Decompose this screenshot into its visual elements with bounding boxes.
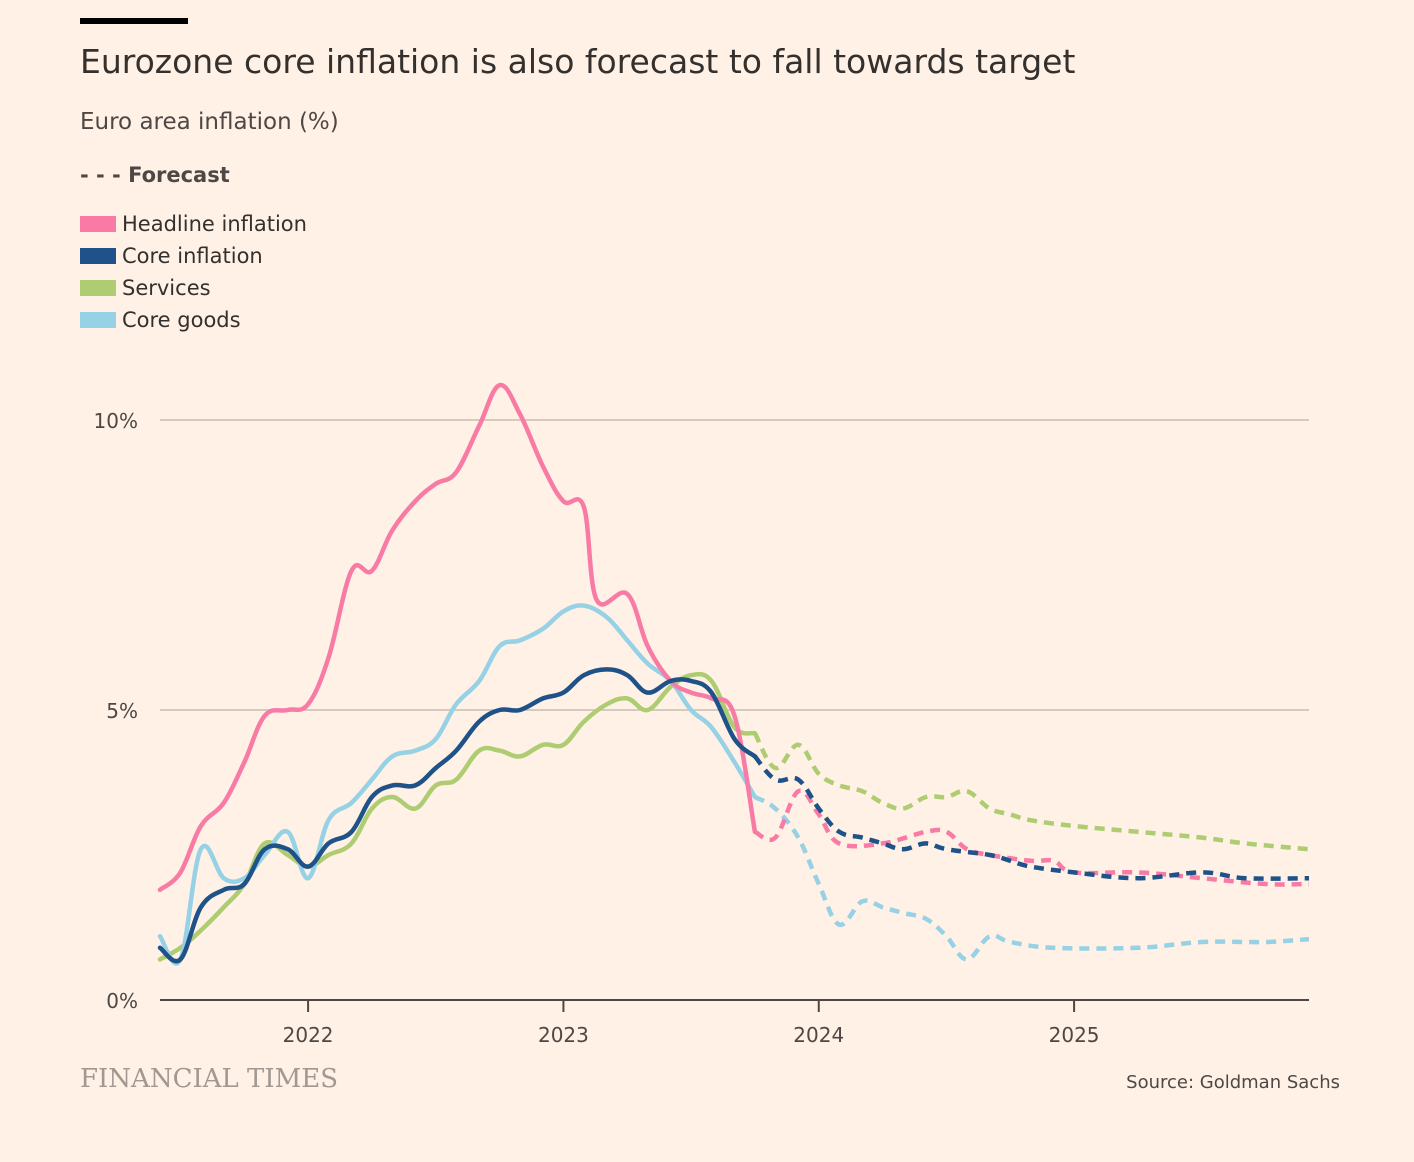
y-tick-label: 10% <box>94 409 138 433</box>
y-tick-label: 0% <box>106 989 138 1013</box>
series-core-forecast-line <box>753 754 1310 881</box>
legend-label-core-goods: Core goods <box>122 308 241 332</box>
ft-logo: FINANCIAL TIMES <box>80 1064 339 1094</box>
legend-item-services: Services <box>80 272 307 304</box>
legend-item-core: Core inflation <box>80 240 307 272</box>
legend-label-headline: Headline inflation <box>122 212 307 236</box>
series-headline-forecast-line <box>753 788 1310 887</box>
legend: Headline inflation Core inflation Servic… <box>80 208 307 336</box>
title-accent-bar <box>80 18 188 24</box>
series-services-line <box>157 671 758 962</box>
chart-subtitle: Euro area inflation (%) <box>80 109 339 135</box>
legend-swatch-headline <box>80 216 116 232</box>
x-tick-label: 2024 <box>793 1023 844 1047</box>
forecast-key: - - - Forecast <box>80 163 230 187</box>
series-core-goods-line <box>157 603 758 966</box>
series-services-forecast-line <box>752 732 1310 852</box>
y-tick-label: 5% <box>106 699 138 723</box>
x-tick-label: 2025 <box>1049 1023 1100 1047</box>
legend-item-core-goods: Core goods <box>80 304 307 336</box>
legend-label-core: Core inflation <box>122 244 263 268</box>
chart-title: Eurozone core inflation is also forecast… <box>80 42 1076 81</box>
x-tick-label: 2023 <box>538 1023 589 1047</box>
legend-swatch-services <box>80 280 116 296</box>
legend-swatch-core-goods <box>80 312 116 328</box>
legend-swatch-core <box>80 248 116 264</box>
source-note: Source: Goldman Sachs <box>1126 1072 1340 1093</box>
series-core-line <box>157 667 758 964</box>
x-tick-label: 2022 <box>283 1023 334 1047</box>
line-chart: 0% 5% 10% 2022 2023 2024 2025 <box>94 382 1310 1047</box>
legend-item-headline: Headline inflation <box>80 208 307 240</box>
series-core-goods-forecast-line <box>753 794 1310 962</box>
legend-label-services: Services <box>122 276 211 300</box>
series-headline-line <box>157 382 758 893</box>
